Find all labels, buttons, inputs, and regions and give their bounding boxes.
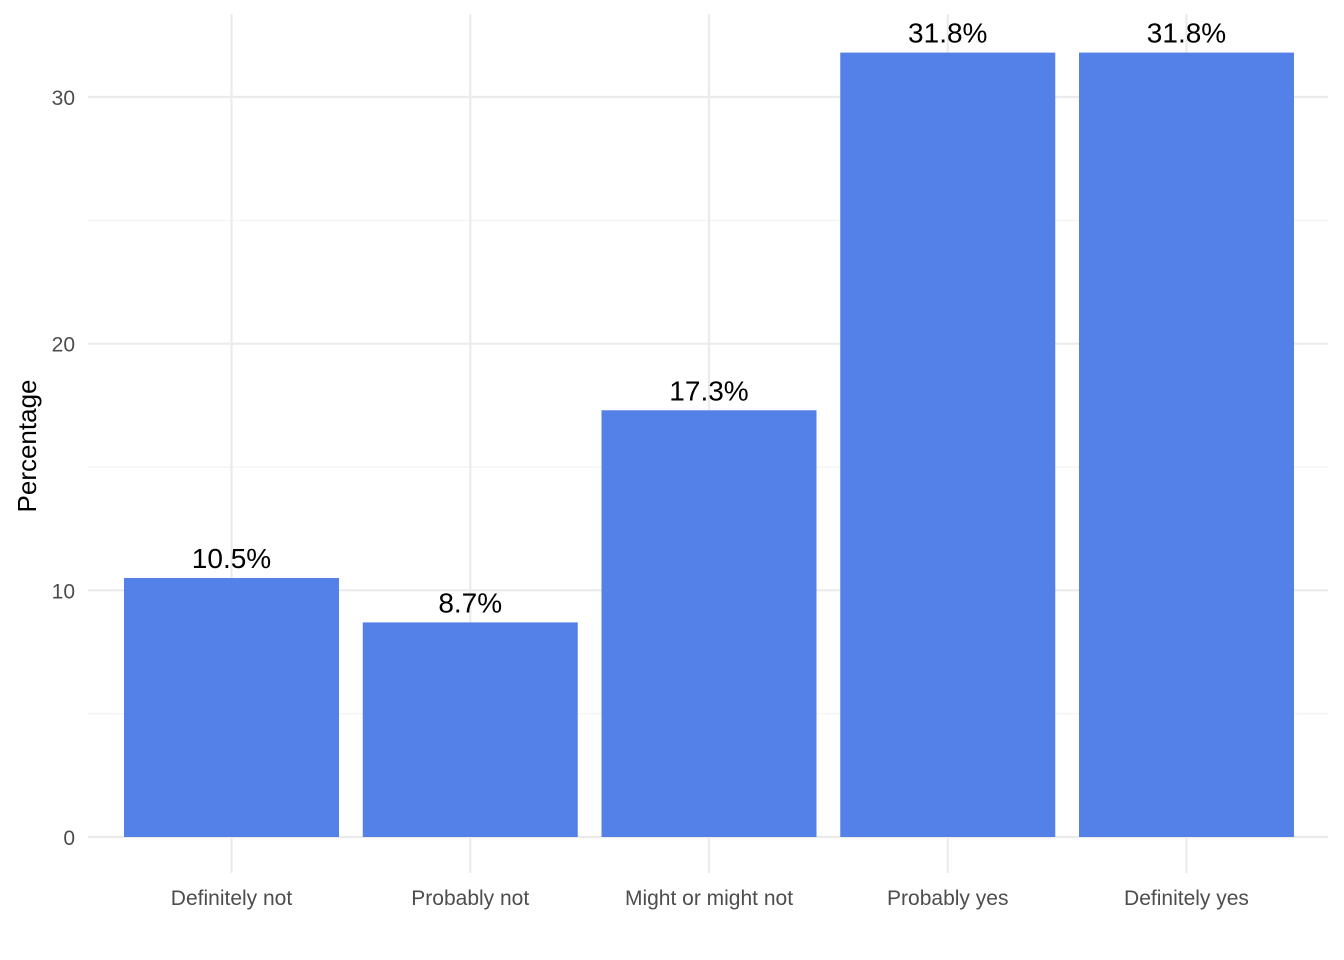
bar-value-label: 31.8%: [908, 18, 987, 49]
bars: [124, 52, 1294, 838]
x-tick-label: Probably not: [411, 887, 529, 910]
x-axis-ticks: Definitely not Probably not Might or might…: [171, 887, 1249, 910]
x-tick-label: Might or might not: [625, 887, 793, 910]
x-tick-label: Definitely yes: [1124, 887, 1249, 910]
y-tick-label: 20: [52, 334, 75, 357]
y-tick-label: 0: [63, 827, 75, 850]
bar: [124, 578, 339, 837]
y-tick-label: 30: [52, 87, 75, 110]
bar: [601, 410, 817, 837]
x-tick-label: Probably yes: [887, 887, 1008, 910]
y-axis-ticks: 0 10 20 30: [52, 87, 75, 850]
bar: [840, 52, 1056, 838]
y-axis-title: Percentage: [12, 380, 42, 513]
bar-value-label: 17.3%: [669, 375, 748, 406]
data-labels: 10.5% 8.7% 17.3% 31.8% 31.8%: [192, 18, 1226, 619]
bar-value-label: 31.8%: [1147, 18, 1226, 49]
bar-value-label: 8.7%: [438, 587, 502, 618]
bar: [362, 622, 578, 837]
bar: [1079, 52, 1294, 838]
bar-value-label: 10.5%: [192, 543, 271, 574]
x-tick-label: Definitely not: [171, 887, 293, 910]
y-tick-label: 10: [52, 580, 75, 603]
